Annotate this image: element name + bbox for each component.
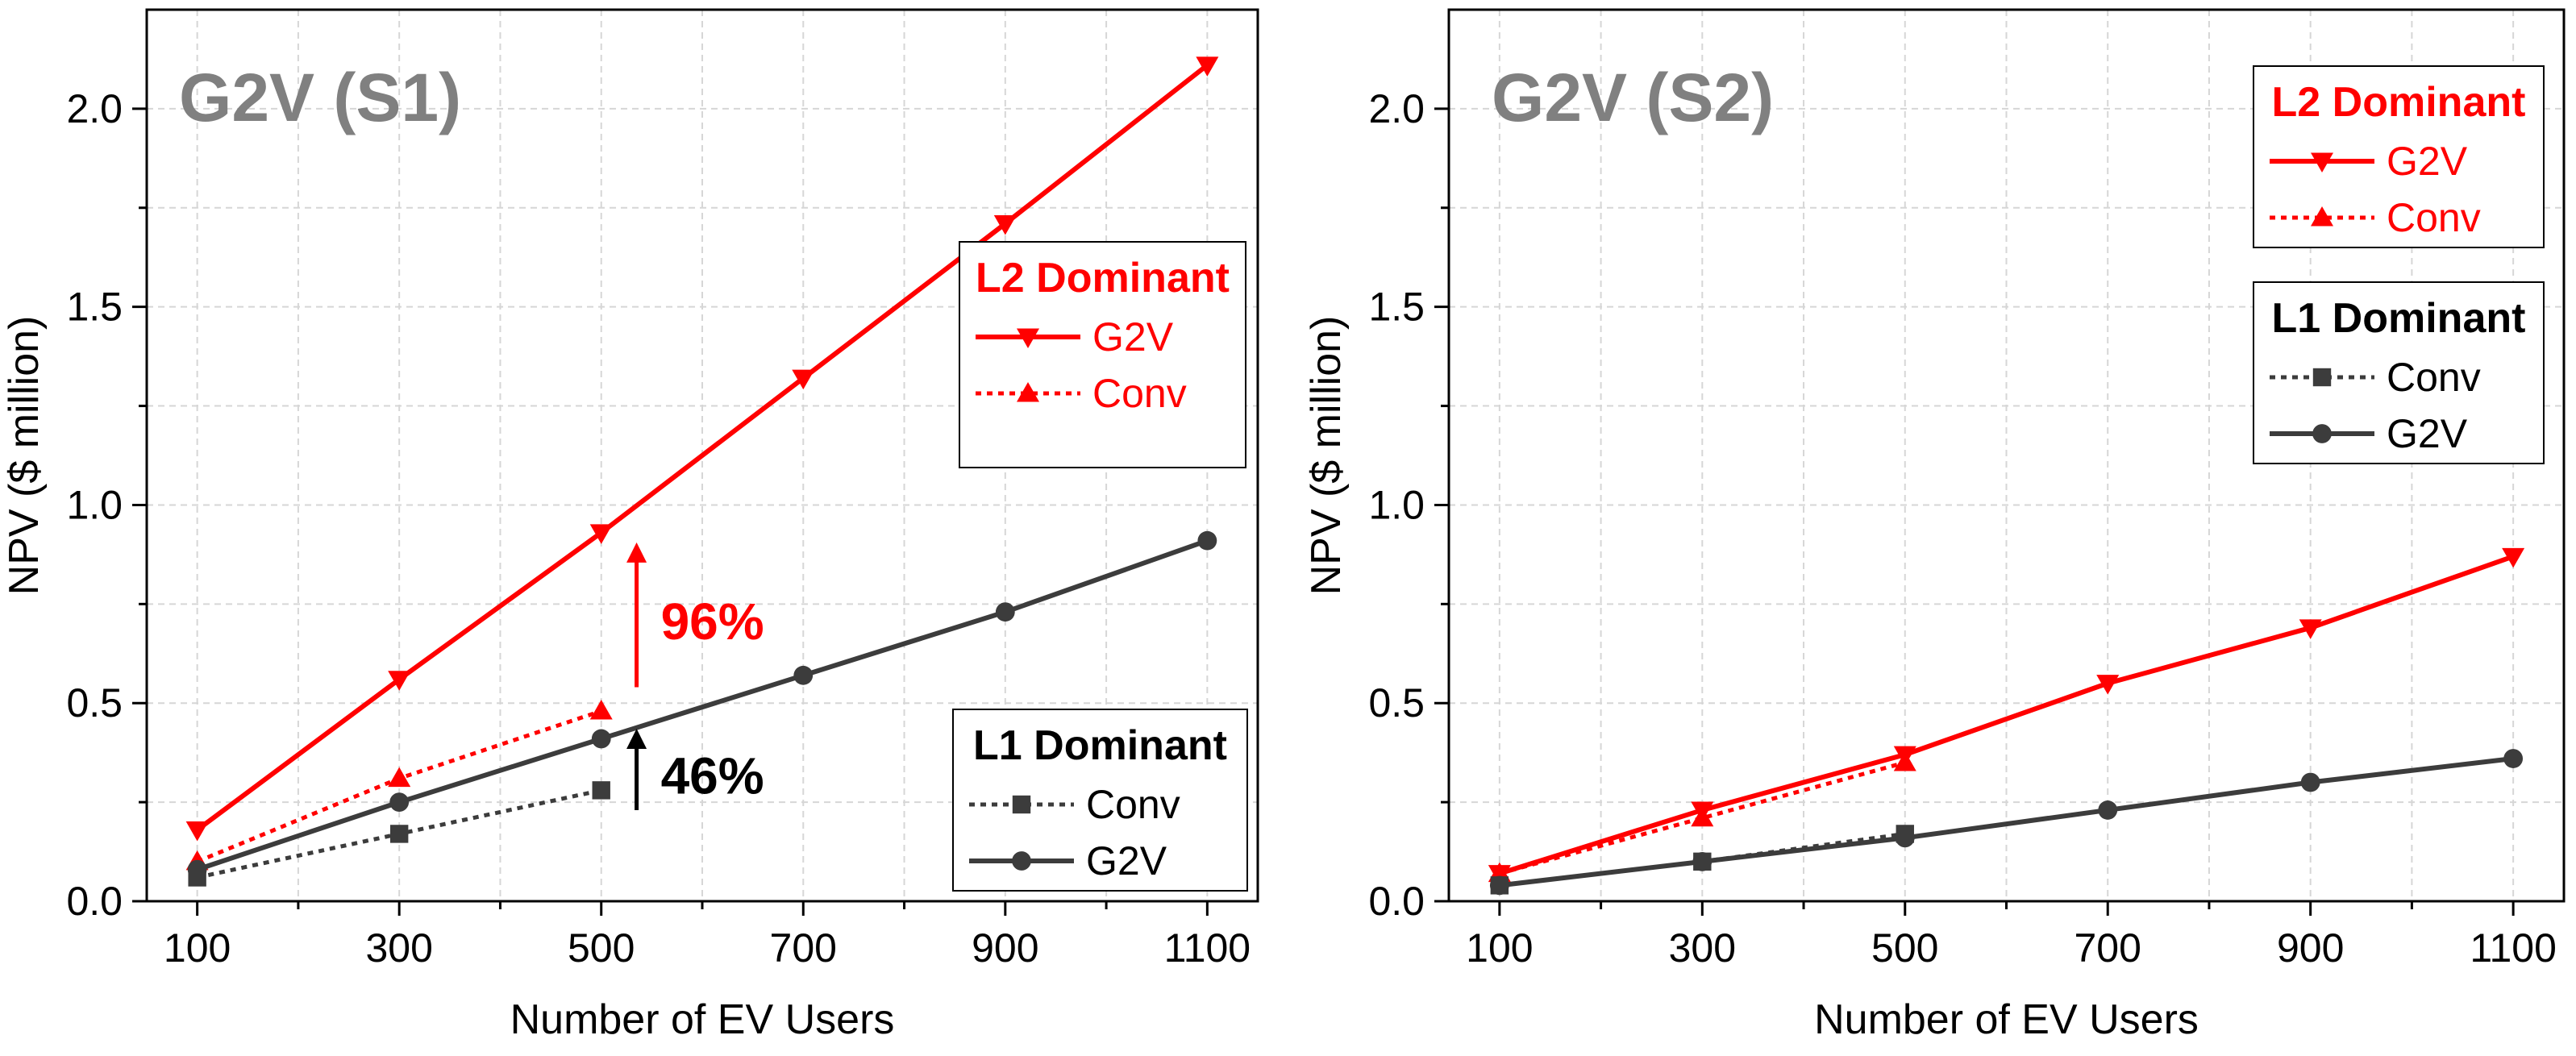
data-point bbox=[995, 602, 1015, 622]
panel-title: G2V (S2) bbox=[1492, 60, 1774, 135]
data-point bbox=[993, 214, 1017, 235]
series-line bbox=[1498, 554, 2515, 876]
legend-title: L1 Dominant bbox=[973, 722, 1227, 769]
y-tick-label: 0.5 bbox=[66, 680, 123, 725]
legend-entry-label: G2V bbox=[2387, 139, 2468, 184]
y-tick-label: 0.0 bbox=[66, 879, 123, 924]
y-tick-label: 0.5 bbox=[1368, 680, 1425, 725]
x-tick-label: 900 bbox=[2277, 925, 2344, 971]
data-point bbox=[185, 821, 209, 842]
data-point bbox=[2299, 619, 2322, 639]
data-point bbox=[1893, 750, 1916, 771]
legend-swatch-marker bbox=[1012, 851, 1031, 871]
annotation-label: 46% bbox=[661, 747, 764, 805]
legend-entry-label: Conv bbox=[1092, 371, 1187, 416]
legend-swatch-marker bbox=[2311, 152, 2333, 173]
data-point bbox=[389, 825, 409, 843]
x-tick-label: 100 bbox=[164, 925, 231, 971]
series-line bbox=[195, 63, 1209, 832]
x-tick-label: 300 bbox=[365, 925, 432, 971]
grid bbox=[147, 10, 1258, 901]
annotation-46: 46% bbox=[626, 728, 764, 810]
data-point bbox=[1693, 852, 1712, 871]
legend-entry-label: Conv bbox=[2387, 355, 2481, 400]
series-l1-conv bbox=[1490, 825, 1914, 895]
legend-swatch-marker bbox=[1017, 382, 1039, 402]
data-point bbox=[388, 767, 411, 788]
annotation-label: 96% bbox=[661, 592, 764, 651]
x-axis-title: Number of EV Users bbox=[510, 996, 895, 1043]
y-tick-label: 2.0 bbox=[1368, 86, 1425, 131]
chart-panel-s2: 100 300 500 700 900 1100 0.0 0.5 1.0 1.5 2.0 Number… bbox=[1303, 8, 2566, 1043]
data-point bbox=[589, 524, 613, 544]
legend-entry-label: Conv bbox=[1086, 782, 1180, 827]
legend-l1-dominant: L1 Dominant Conv G2V bbox=[952, 709, 1248, 892]
data-point bbox=[188, 868, 206, 887]
legend-box bbox=[959, 241, 1246, 468]
y-tick-label: 0.0 bbox=[1368, 879, 1425, 924]
data-point bbox=[2503, 749, 2524, 768]
series-line bbox=[196, 538, 1209, 872]
y-tick-label: 1.0 bbox=[1368, 482, 1425, 527]
legend-title: L2 Dominant bbox=[2272, 79, 2526, 126]
x-tick-label: 1100 bbox=[1164, 925, 1251, 971]
data-point bbox=[1196, 56, 1219, 77]
chart-panel-s1: 100 300 500 700 900 1100 0.0 0.5 1.0 1.5 2.0 Number… bbox=[1, 8, 1259, 1043]
legend-entry-label: G2V bbox=[2387, 411, 2468, 456]
data-point bbox=[591, 729, 611, 749]
data-point bbox=[1896, 825, 1914, 843]
legend-entry-label: G2V bbox=[1086, 838, 1167, 883]
legend-swatch-marker bbox=[1012, 795, 1031, 814]
legend-l1-dominant: L1 Dominant Conv G2V bbox=[2253, 281, 2545, 464]
data-point bbox=[1691, 806, 1714, 827]
legend-swatch-marker bbox=[2312, 368, 2332, 387]
series-l1-conv bbox=[188, 781, 610, 887]
data-point bbox=[793, 665, 814, 685]
y-tick-label: 1.0 bbox=[66, 482, 123, 527]
legend-entry-label: Conv bbox=[2387, 195, 2481, 240]
legend-l2-dominant: L2 Dominant G2V Conv bbox=[959, 241, 1246, 468]
y-axis-title: NPV ($ million) bbox=[1, 316, 48, 596]
legend-swatch-marker bbox=[2311, 206, 2333, 227]
x-tick-label: 1100 bbox=[2470, 925, 2557, 971]
x-tick-label: 500 bbox=[1871, 925, 1938, 971]
y-tick-label: 1.5 bbox=[66, 285, 123, 330]
data-point bbox=[589, 700, 613, 720]
legend-title: L2 Dominant bbox=[976, 255, 1230, 301]
data-point bbox=[388, 671, 411, 691]
data-point bbox=[592, 781, 610, 800]
y-tick-label: 1.5 bbox=[1368, 285, 1425, 330]
legend-title: L1 Dominant bbox=[2272, 295, 2526, 342]
data-point bbox=[2096, 675, 2120, 695]
x-tick-label: 900 bbox=[972, 925, 1038, 971]
annotation-96: 96% bbox=[626, 542, 764, 688]
x-tick-label: 700 bbox=[770, 925, 837, 971]
series-l2-g2v bbox=[185, 56, 1219, 842]
series-line bbox=[1499, 760, 1906, 876]
data-point bbox=[2098, 800, 2118, 820]
panel-title: G2V (S1) bbox=[179, 60, 461, 135]
y-axis-title: NPV ($ million) bbox=[1303, 316, 1350, 596]
legend-entry-label: G2V bbox=[1092, 314, 1174, 360]
x-tick-label: 700 bbox=[2075, 925, 2141, 971]
data-point bbox=[792, 369, 815, 390]
data-point bbox=[2300, 772, 2320, 792]
legend-l2-dominant: L2 Dominant G2V Conv bbox=[2253, 65, 2545, 248]
data-point bbox=[389, 792, 410, 813]
x-tick-label: 500 bbox=[568, 925, 635, 971]
data-point bbox=[1490, 876, 1509, 895]
x-tick-label: 300 bbox=[1669, 925, 1736, 971]
legend-box bbox=[2253, 65, 2545, 248]
x-axis-title: Number of EV Users bbox=[1814, 996, 2199, 1043]
data-point bbox=[2502, 547, 2525, 568]
x-tick-label: 100 bbox=[1466, 925, 1533, 971]
y-tick-label: 2.0 bbox=[66, 86, 123, 131]
legend-swatch-marker bbox=[2312, 424, 2332, 443]
data-point bbox=[1197, 530, 1217, 551]
legend-swatch-marker bbox=[1017, 328, 1039, 348]
